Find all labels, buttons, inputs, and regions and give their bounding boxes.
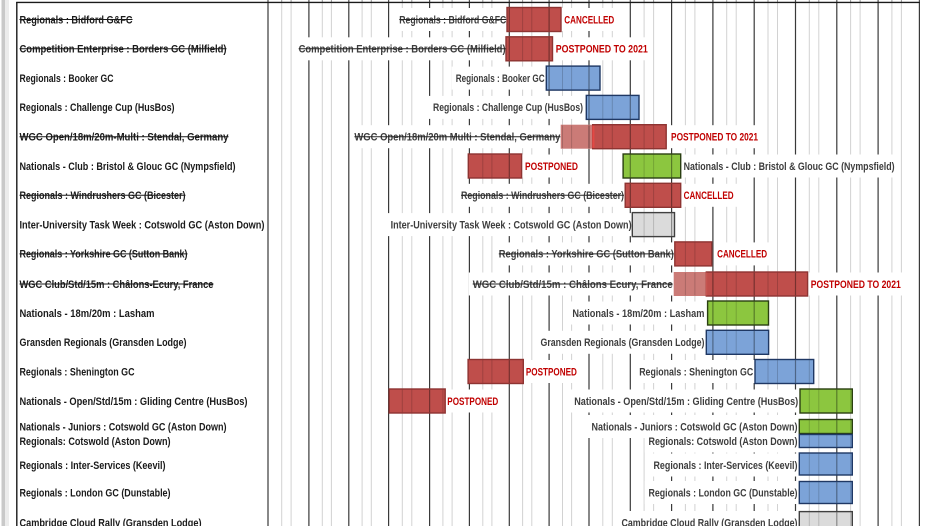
svg-text:Regionals : Inter-Services (Ke: Regionals : Inter-Services (Keevil) [654,460,798,472]
svg-text:Regionals : London GC (Dunstab: Regionals : London GC (Dunstable) [649,487,798,499]
svg-text:Nationals - Open/Std/15m : Gli: Nationals - Open/Std/15m : Gliding Centr… [574,396,798,408]
svg-text:Nationals - 18m/20m : Lasham: Nationals - 18m/20m : Lasham [572,308,704,320]
svg-text:POSTPONED TO 2021: POSTPONED TO 2021 [671,132,758,144]
svg-text:POSTPONED TO 2021: POSTPONED TO 2021 [811,279,901,291]
svg-text:CANCELLED: CANCELLED [717,249,767,261]
svg-text:Regionals : Booker GC: Regionals : Booker GC [456,73,545,85]
svg-text:POSTPONED TO 2021: POSTPONED TO 2021 [556,44,648,56]
svg-text:Regionals : Yorkshire GC (Sutt: Regionals : Yorkshire GC (Sutton Bank) [499,249,674,261]
svg-text:Regionals: Cotswold (Aston Dow: Regionals: Cotswold (Aston Down) [20,436,171,448]
svg-text:CANCELLED: CANCELLED [684,190,734,202]
svg-text:Inter-University Task Week : C: Inter-University Task Week : Cotswold GC… [391,219,632,231]
svg-text:CANCELLED: CANCELLED [564,14,614,26]
svg-text:Cambridge Cloud Rally (Gransde: Cambridge Cloud Rally (Gransden Lodge) [622,517,798,526]
svg-text:Nationals - Open/Std/15m : Gli: Nationals - Open/Std/15m : Gliding Centr… [20,396,248,408]
svg-text:Cambridge Cloud Rally (Gransde: Cambridge Cloud Rally (Gransden Lodge) [20,517,202,526]
svg-text:WGC Open/18m/20m-Multi : Stend: WGC Open/18m/20m-Multi : Stendal, German… [20,132,230,144]
svg-text:Regionals : Booker GC: Regionals : Booker GC [20,73,114,85]
svg-text:Regionals : London GC (Dunstab: Regionals : London GC (Dunstable) [20,487,171,499]
svg-text:Nationals - Club : Bristol & G: Nationals - Club : Bristol & Glouc GC (N… [684,161,895,173]
svg-text:Nationals - Club : Bristol & G: Nationals - Club : Bristol & Glouc GC (N… [20,161,236,173]
svg-text:WGC Club/Std/15m : Châlons-Ecu: WGC Club/Std/15m : Châlons-Ecury, France [20,279,214,291]
svg-text:Regionals : Bidford G&FC: Regionals : Bidford G&FC [20,14,133,26]
svg-text:Regionals : Windrushers GC (Bi: Regionals : Windrushers GC (Bicester) [461,190,624,202]
svg-text:Nationals - 18m/20m : Lasham: Nationals - 18m/20m : Lasham [20,308,155,320]
svg-text:WGC Club/Std/15m : Châlons Ecu: WGC Club/Std/15m : Châlons Ecury, France [473,279,673,291]
svg-text:POSTPONED: POSTPONED [526,366,577,378]
svg-text:Regionals : Shenington GC: Regionals : Shenington GC [639,366,753,378]
svg-text:Regionals : Bidford G&FC: Regionals : Bidford G&FC [399,14,506,26]
svg-text:Regionals : Windrushers GC (Bi: Regionals : Windrushers GC (Bicester) [20,190,186,202]
svg-text:Nationals - Juniors : Cotswold: Nationals - Juniors : Cotswold GC (Aston… [592,421,798,433]
svg-text:Regionals: Cotswold (Aston Dow: Regionals: Cotswold (Aston Down) [649,436,798,448]
svg-text:Gransden Regionals (Gransden L: Gransden Regionals (Gransden Lodge) [20,337,187,349]
svg-text:POSTPONED: POSTPONED [447,396,498,408]
svg-text:Competition Enterprise : Borde: Competition Enterprise : Borders GC (Mil… [20,44,227,56]
svg-text:Regionals : Inter-Services (Ke: Regionals : Inter-Services (Keevil) [20,460,166,472]
svg-text:Regionals : Shenington GC: Regionals : Shenington GC [20,366,135,378]
svg-text:Competition Enterprise : Borde: Competition Enterprise : Borders GC (Mil… [299,44,506,56]
svg-text:Nationals - Juniors : Cotswold: Nationals - Juniors : Cotswold GC (Aston… [20,421,227,433]
svg-text:Inter-University Task Week : C: Inter-University Task Week : Cotswold GC… [20,219,265,231]
svg-text:WGC Open/18m/20m Multi : Stend: WGC Open/18m/20m Multi : Stendal, German… [354,132,560,144]
svg-text:Gransden Regionals (Gransden L: Gransden Regionals (Gransden Lodge) [541,337,705,349]
svg-text:Regionals : Challenge Cup (Hus: Regionals : Challenge Cup (HusBos) [20,102,175,114]
svg-text:Regionals : Yorkshire GC (Sutt: Regionals : Yorkshire GC (Sutton Bank) [20,249,188,261]
svg-text:POSTPONED: POSTPONED [525,161,578,173]
svg-text:Regionals : Challenge Cup (Hus: Regionals : Challenge Cup (HusBos) [433,102,583,114]
